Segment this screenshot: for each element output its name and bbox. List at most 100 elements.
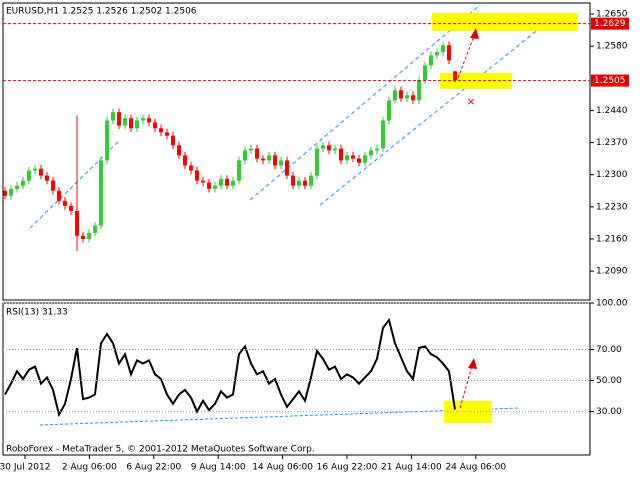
arrow-head (470, 28, 479, 39)
candle-body (405, 95, 409, 99)
stop-mark: × (466, 95, 475, 108)
candle-body (129, 118, 133, 129)
y-tick-label: 1.2370 (596, 138, 628, 148)
candle-body (183, 155, 187, 166)
target-zone (432, 13, 578, 31)
candle-body (429, 55, 433, 66)
candle-body (21, 180, 25, 186)
x-tick-label: 6 Aug 22:00 (126, 463, 181, 473)
candle-body (33, 168, 37, 171)
candle-body (381, 120, 385, 149)
candle-body (423, 65, 427, 81)
y-tick-label: 70.00 (596, 345, 622, 355)
x-tick-label: 14 Aug 06:00 (252, 463, 313, 473)
x-tick-label: 9 Aug 14:00 (191, 463, 246, 473)
rsi-frame (2, 302, 591, 456)
candle-body (237, 160, 241, 181)
candle-body (63, 200, 67, 206)
candle-body (297, 180, 301, 186)
candle-body (339, 148, 343, 161)
candle-body (57, 190, 61, 201)
candle-body (309, 175, 313, 186)
candle-body (39, 168, 43, 176)
y-tick-label: 50.00 (596, 376, 622, 386)
candle-body (441, 45, 445, 53)
candle-body (321, 145, 325, 149)
candle-body (285, 160, 289, 176)
candle-body (201, 180, 205, 183)
candle-body (255, 148, 259, 159)
y-tick-label: 1.2090 (596, 267, 628, 277)
candle-body (225, 178, 229, 186)
y-tick-label: 1.2230 (596, 202, 628, 212)
candle-body (333, 148, 337, 151)
candle-body (453, 71, 457, 81)
channel-line (319, 11, 561, 206)
candle-body (303, 180, 307, 186)
candle-body (153, 122, 157, 129)
candle-body (267, 155, 271, 161)
candle-body (447, 45, 451, 61)
candle-body (147, 118, 151, 123)
x-tick-label: 16 Aug 22:00 (317, 463, 378, 473)
candle-body (411, 95, 415, 101)
candle-body (291, 175, 295, 186)
candle-body (123, 118, 127, 126)
price-title: EURUSD,H1 1.2525 1.2526 1.2502 1.2506 (6, 7, 197, 17)
candle-body (159, 128, 163, 133)
candle-body (195, 170, 199, 181)
candle-body (177, 145, 181, 156)
candle-body (75, 210, 79, 236)
candle-body (81, 235, 85, 239)
candle-body (357, 158, 361, 163)
rsi-line (4, 317, 456, 418)
x-tick-label: 21 Aug 14:00 (381, 463, 442, 473)
candle-body (375, 148, 379, 151)
x-tick-label: 30 Jul 2012 (0, 463, 50, 473)
candle-body (273, 155, 277, 166)
arrow-head (468, 358, 477, 369)
y-tick-label: 1.2160 (596, 234, 628, 244)
candle-body (249, 148, 253, 151)
x-tick-label: 24 Aug 06:00 (445, 463, 506, 473)
x-tick-label: 2 Aug 06:00 (62, 463, 117, 473)
candle-body (261, 158, 265, 161)
price-frame (2, 2, 591, 301)
candle-body (393, 90, 397, 101)
y-tick-label: 1.2440 (596, 106, 628, 116)
candle-body (3, 190, 7, 196)
candle-body (207, 182, 211, 189)
y-tick-label: 30.00 (596, 407, 622, 417)
candle-body (417, 80, 421, 101)
candle-body (171, 135, 175, 146)
footer: RoboForex - MetaTrader 5, © 2001-2012 Me… (6, 445, 315, 455)
candle-body (135, 120, 139, 129)
candle-body (99, 160, 103, 226)
candle-body (165, 132, 169, 136)
candle-body (93, 225, 97, 233)
rsi-arrow (459, 365, 473, 409)
candle-body (387, 100, 391, 121)
candle-body (45, 175, 49, 181)
y-tick-label: 100.00 (596, 299, 628, 309)
level-label-box (591, 17, 629, 30)
candle-body (243, 150, 247, 161)
candle-body (69, 205, 73, 211)
y-tick-label: 1.2300 (596, 170, 628, 180)
candle-body (315, 148, 319, 176)
level-label: 1.2505 (594, 76, 626, 86)
candle-body (279, 160, 283, 166)
candle-body (231, 180, 235, 186)
forecast-arrow (457, 35, 475, 79)
y-tick-label: 1.2650 (596, 10, 628, 20)
candle-body (117, 112, 121, 126)
candle-body (327, 145, 331, 151)
candle-body (435, 52, 439, 56)
candle-body (87, 232, 91, 239)
candle-body (9, 188, 13, 196)
candle-body (399, 90, 403, 99)
candle-body (351, 155, 355, 159)
candle-body (363, 155, 367, 163)
